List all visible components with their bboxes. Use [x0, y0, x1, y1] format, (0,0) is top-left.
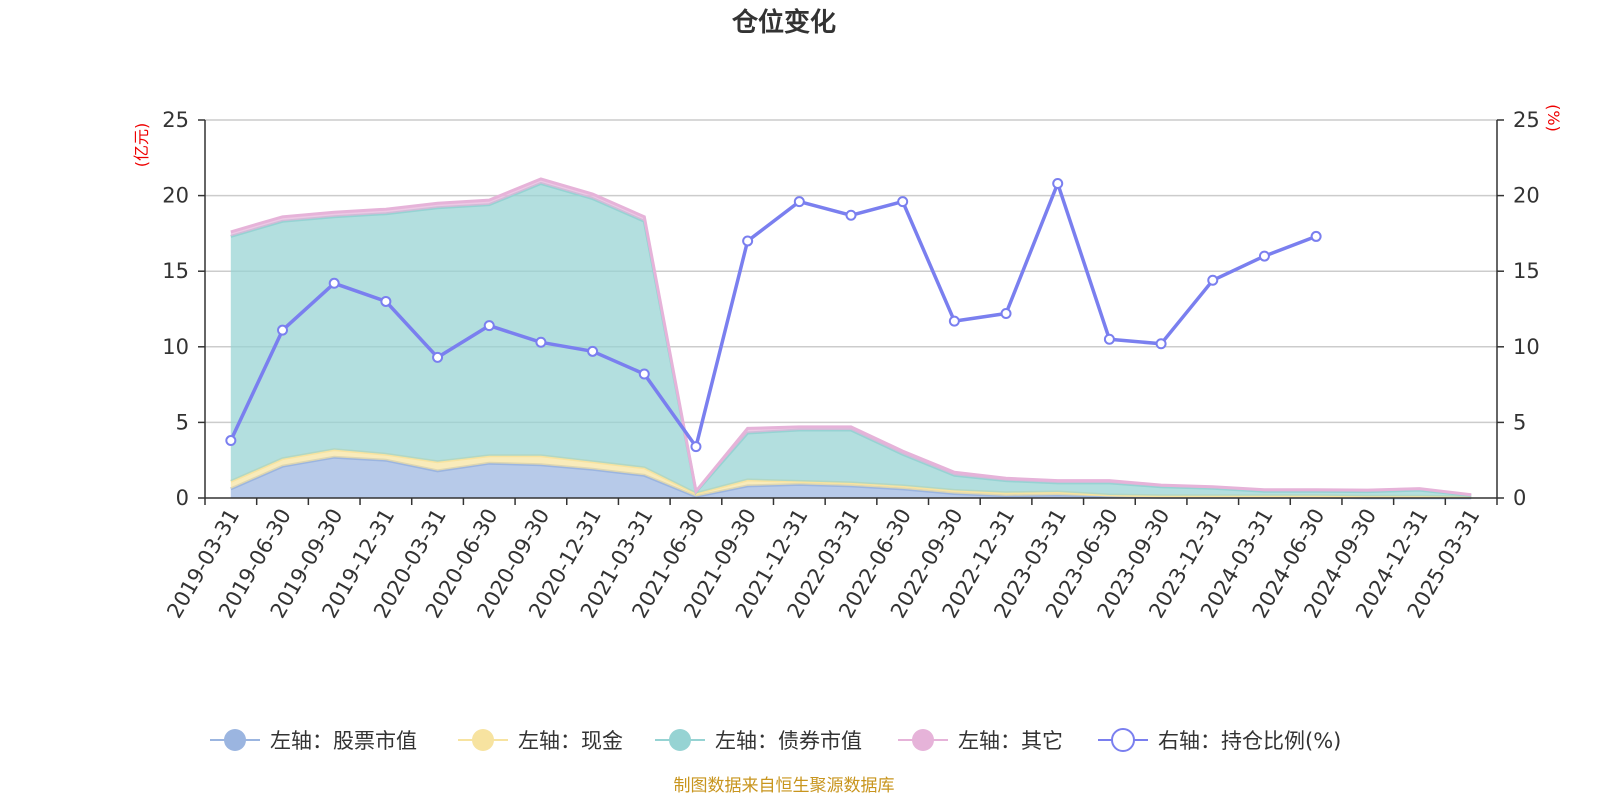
- left-tick-label: 0: [176, 486, 189, 510]
- right-tick-label: 0: [1513, 486, 1526, 510]
- legend: 左轴：股票市值 左轴：现金 左轴：债券市值 左轴：其它 右轴：持仓比例(%): [210, 728, 1341, 753]
- ratio-point: [948, 315, 960, 327]
- legend-label: 右轴：持仓比例(%): [1158, 729, 1341, 753]
- legend-item-5[interactable]: 右轴：持仓比例(%): [1098, 728, 1341, 753]
- ratio-point: [587, 345, 599, 357]
- data-source-note: 制图数据来自恒生聚源数据库: [674, 776, 895, 796]
- legend-dot-swatch: [669, 729, 691, 751]
- legend-dot-swatch: [224, 729, 246, 751]
- legend-label: 左轴：现金: [518, 729, 623, 753]
- ratio-point: [1155, 338, 1167, 350]
- ratio-point: [1103, 333, 1115, 345]
- legend-item-1[interactable]: 左轴：股票市值: [210, 729, 417, 753]
- ratio-line-layer: [225, 178, 1322, 453]
- ratio-point: [380, 295, 392, 307]
- right-axis-unit: (%): [1544, 104, 1563, 132]
- ratio-point: [897, 196, 909, 208]
- ratio-point: [793, 196, 805, 208]
- stacked-areas: [230, 177, 1472, 500]
- right-tick-label: 5: [1513, 410, 1526, 434]
- left-tick-label: 20: [162, 184, 189, 208]
- legend-item-4[interactable]: 左轴：其它: [898, 729, 1063, 753]
- left-tick-label: 25: [162, 108, 189, 132]
- ratio-point: [638, 368, 650, 380]
- ratio-point: [225, 435, 237, 447]
- ratio-point: [845, 209, 857, 221]
- chart-title: 仓位变化: [731, 7, 836, 38]
- legend-label: 左轴：股票市值: [270, 729, 417, 753]
- ratio-point: [742, 235, 754, 247]
- ratio-point: [535, 336, 547, 348]
- legend-item-3[interactable]: 左轴：债券市值: [655, 729, 862, 753]
- legend-item-2[interactable]: 左轴：现金: [458, 729, 623, 753]
- legend-label: 左轴：债券市值: [715, 729, 862, 753]
- ratio-point: [277, 324, 289, 336]
- area-series-3: [230, 183, 1472, 497]
- ratio-point: [328, 277, 340, 289]
- left-tick-label: 5: [176, 410, 189, 434]
- left-tick-label: 10: [162, 335, 189, 359]
- right-tick-label: 20: [1513, 184, 1540, 208]
- ratio-point: [1258, 250, 1270, 262]
- ratio-point: [1000, 308, 1012, 320]
- legend-label: 左轴：其它: [958, 729, 1063, 753]
- legend-dot-swatch: [472, 729, 494, 751]
- legend-dot-swatch: [912, 729, 934, 751]
- ratio-point: [432, 351, 444, 363]
- ratio-point: [1052, 178, 1064, 190]
- area-series-2: [230, 449, 1472, 498]
- ratio-point: [690, 441, 702, 453]
- left-axis-unit: (亿元): [132, 123, 151, 168]
- area-series-1: [230, 457, 1472, 498]
- legend-dot-swatch: [1111, 728, 1135, 752]
- ratio-point: [483, 320, 495, 332]
- right-tick-label: 15: [1513, 259, 1540, 283]
- ratio-point: [1310, 230, 1322, 242]
- left-tick-label: 15: [162, 259, 189, 283]
- area-edge-series-4: [230, 177, 1472, 497]
- right-tick-label: 25: [1513, 108, 1540, 132]
- ratio-line: [229, 181, 1317, 449]
- right-tick-label: 10: [1513, 335, 1540, 359]
- ratio-point: [1207, 274, 1219, 286]
